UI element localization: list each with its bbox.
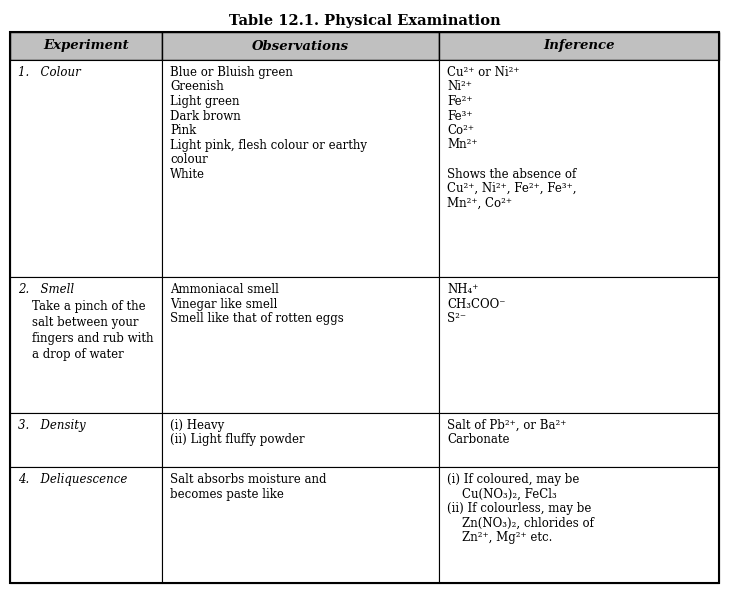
Text: Light pink, flesh colour or earthy: Light pink, flesh colour or earthy (171, 138, 367, 151)
Text: Take a pinch of the: Take a pinch of the (32, 300, 146, 313)
Text: Blue or Bluish green: Blue or Bluish green (171, 66, 293, 79)
Bar (163, 60, 439, 277)
Bar (439, 60, 719, 277)
Text: (ii) If colourless, may be: (ii) If colourless, may be (447, 502, 591, 515)
Text: Zn²⁺, Mg²⁺ etc.: Zn²⁺, Mg²⁺ etc. (447, 531, 553, 544)
Text: Cu²⁺ or Ni²⁺: Cu²⁺ or Ni²⁺ (447, 66, 520, 79)
Text: Fe²⁺: Fe²⁺ (447, 95, 472, 108)
Text: Cu²⁺, Ni²⁺, Fe²⁺, Fe³⁺,: Cu²⁺, Ni²⁺, Fe²⁺, Fe³⁺, (447, 182, 577, 195)
Text: Co²⁺: Co²⁺ (447, 124, 474, 137)
Text: Pink: Pink (171, 124, 197, 137)
Bar (439, 467, 719, 583)
Text: Smell like that of rotten eggs: Smell like that of rotten eggs (171, 312, 344, 325)
Text: Salt absorbs moisture and: Salt absorbs moisture and (171, 473, 327, 486)
Text: 3.   Density: 3. Density (18, 419, 85, 432)
Text: (i) Heavy: (i) Heavy (171, 419, 225, 432)
Text: Shows the absence of: Shows the absence of (447, 167, 576, 180)
Text: becomes paste like: becomes paste like (171, 488, 284, 501)
Bar (10, 60, 163, 277)
Bar (439, 277, 719, 413)
Bar (10, 32, 163, 60)
Text: Inference: Inference (543, 40, 615, 53)
Text: 1.   Colour: 1. Colour (18, 66, 81, 79)
Text: NH₄⁺: NH₄⁺ (447, 283, 478, 296)
Text: salt between your: salt between your (32, 316, 139, 329)
Text: Greenish: Greenish (171, 80, 225, 93)
Text: Dark brown: Dark brown (171, 109, 241, 122)
Text: Light green: Light green (171, 95, 240, 108)
Text: colour: colour (171, 153, 208, 166)
Bar (439, 32, 719, 60)
Text: Ni²⁺: Ni²⁺ (447, 80, 472, 93)
Bar (439, 413, 719, 467)
Text: CH₃COO⁻: CH₃COO⁻ (447, 297, 505, 310)
Text: Table 12.1. Physical Examination: Table 12.1. Physical Examination (229, 14, 500, 28)
Text: Mn²⁺: Mn²⁺ (447, 138, 477, 151)
Bar (10, 467, 163, 583)
Text: (i) If coloured, may be: (i) If coloured, may be (447, 473, 580, 486)
Text: Fe³⁺: Fe³⁺ (447, 109, 472, 122)
Bar (163, 277, 439, 413)
Text: fingers and rub with: fingers and rub with (32, 332, 154, 345)
Text: Mn²⁺, Co²⁺: Mn²⁺, Co²⁺ (447, 196, 512, 209)
Text: 2.   Smell: 2. Smell (18, 283, 74, 296)
Text: Salt of Pb²⁺, or Ba²⁺: Salt of Pb²⁺, or Ba²⁺ (447, 419, 566, 432)
Text: a drop of water: a drop of water (32, 348, 124, 361)
Bar (163, 413, 439, 467)
Bar (10, 413, 163, 467)
Text: Observations: Observations (252, 40, 349, 53)
Text: Experiment: Experiment (43, 40, 129, 53)
Text: S²⁻: S²⁻ (447, 312, 466, 325)
Text: White: White (171, 167, 206, 180)
Bar (163, 32, 439, 60)
Text: 4.   Deliquescence: 4. Deliquescence (18, 473, 128, 486)
Bar (10, 277, 163, 413)
Text: (ii) Light fluffy powder: (ii) Light fluffy powder (171, 433, 305, 446)
Bar (163, 467, 439, 583)
Text: Zn(NO₃)₂, chlorides of: Zn(NO₃)₂, chlorides of (447, 517, 594, 530)
Text: Cu(NO₃)₂, FeCl₃: Cu(NO₃)₂, FeCl₃ (447, 488, 557, 501)
Text: Ammoniacal smell: Ammoniacal smell (171, 283, 279, 296)
Text: Vinegar like smell: Vinegar like smell (171, 297, 278, 310)
Text: Carbonate: Carbonate (447, 433, 510, 446)
